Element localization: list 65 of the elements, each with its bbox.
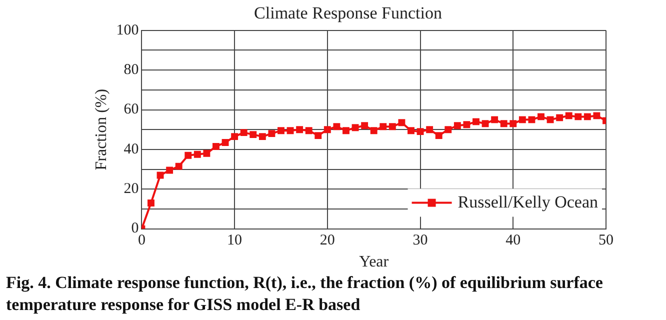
point bbox=[454, 122, 461, 130]
point bbox=[518, 116, 526, 124]
point bbox=[370, 127, 378, 134]
x-tick-label: 30 bbox=[412, 232, 428, 249]
chart-title: Climate Response Function bbox=[254, 4, 442, 23]
y-axis-title: Fraction (%) bbox=[92, 88, 110, 170]
point bbox=[333, 123, 340, 130]
legend-label: Russell/Kelly Ocean bbox=[458, 192, 598, 212]
point bbox=[156, 172, 164, 179]
point bbox=[296, 126, 304, 134]
point bbox=[435, 132, 442, 140]
point bbox=[361, 122, 368, 130]
point bbox=[314, 132, 322, 140]
point bbox=[278, 127, 284, 134]
x-tick-label: 20 bbox=[320, 232, 335, 249]
point bbox=[231, 133, 238, 140]
point bbox=[565, 112, 572, 120]
x-tick-label: 40 bbox=[506, 232, 521, 249]
point bbox=[593, 112, 600, 120]
point bbox=[472, 118, 480, 126]
y-tick-label: 40 bbox=[124, 141, 139, 158]
point bbox=[184, 152, 192, 159]
point bbox=[444, 126, 452, 134]
y-tick-label: 100 bbox=[116, 22, 139, 38]
point bbox=[546, 116, 554, 124]
point bbox=[426, 126, 434, 134]
point bbox=[222, 139, 229, 146]
point bbox=[324, 126, 331, 134]
point bbox=[500, 120, 508, 128]
point bbox=[380, 123, 387, 130]
point bbox=[305, 127, 312, 134]
point bbox=[463, 121, 470, 128]
point bbox=[408, 127, 414, 134]
point bbox=[148, 200, 154, 206]
x-axis-title: Year bbox=[359, 254, 390, 271]
point bbox=[258, 133, 266, 140]
point bbox=[286, 127, 294, 134]
point bbox=[398, 119, 406, 126]
point bbox=[194, 150, 201, 158]
y-tick-label: 60 bbox=[124, 102, 139, 118]
point bbox=[250, 131, 257, 138]
point bbox=[268, 130, 276, 138]
point bbox=[416, 128, 424, 136]
point bbox=[388, 123, 396, 130]
point bbox=[166, 166, 174, 174]
point bbox=[203, 150, 210, 157]
caption: Fig. 4. Climate response function, R(t), i.e., the fraction (%) of equilibrium surface temperature response for GISS model E-R based bbox=[5, 272, 604, 316]
point bbox=[212, 142, 220, 150]
point bbox=[342, 127, 350, 134]
point bbox=[510, 120, 517, 128]
point bbox=[584, 113, 591, 120]
point bbox=[574, 113, 582, 120]
x-tick-label: 50 bbox=[598, 232, 614, 249]
point bbox=[528, 116, 536, 124]
point bbox=[352, 124, 359, 132]
point bbox=[175, 162, 182, 170]
point bbox=[240, 129, 248, 136]
y-tick-label: 80 bbox=[124, 62, 139, 78]
x-tick-label: 10 bbox=[227, 232, 242, 249]
y-tick-label: 20 bbox=[124, 181, 139, 198]
point bbox=[538, 113, 544, 120]
point bbox=[491, 116, 498, 124]
point bbox=[482, 120, 489, 128]
point bbox=[556, 114, 564, 122]
y-tick-label: 0 bbox=[131, 220, 139, 237]
